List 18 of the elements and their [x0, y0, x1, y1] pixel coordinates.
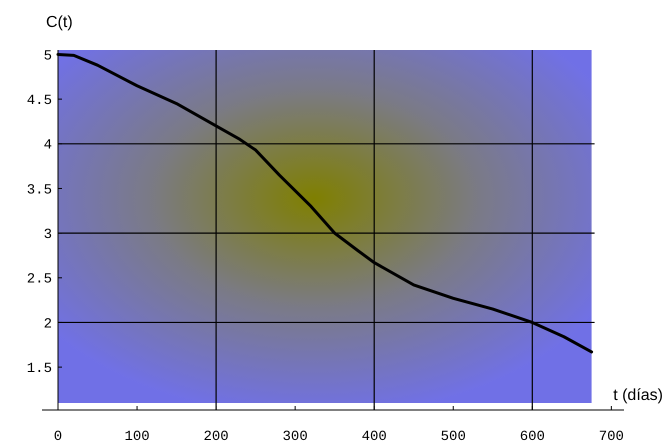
x-tick-label: 100: [124, 429, 150, 443]
y-tick-label: 2: [44, 316, 52, 332]
y-tick-label: 4.5: [26, 93, 52, 110]
x-tick-label: 200: [203, 429, 229, 443]
y-tick-label: 3: [44, 227, 52, 244]
y-tick-label: 3.5: [26, 182, 52, 198]
y-tick-label: 1.5: [26, 361, 52, 378]
y-tick-label: 5: [44, 48, 52, 64]
y-axis-title: C(t): [46, 14, 73, 31]
x-tick-label: 300: [282, 429, 308, 443]
y-tick-label: 4: [44, 138, 52, 154]
x-tick-label: 700: [598, 429, 624, 443]
x-tick-label: 400: [362, 429, 387, 443]
x-tick-label: 600: [520, 429, 545, 443]
y-tick-label: 2.5: [26, 272, 52, 288]
x-tick-label: 0: [54, 429, 62, 443]
x-tick-label: 500: [440, 429, 466, 443]
x-axis-title: t (días): [613, 387, 663, 404]
